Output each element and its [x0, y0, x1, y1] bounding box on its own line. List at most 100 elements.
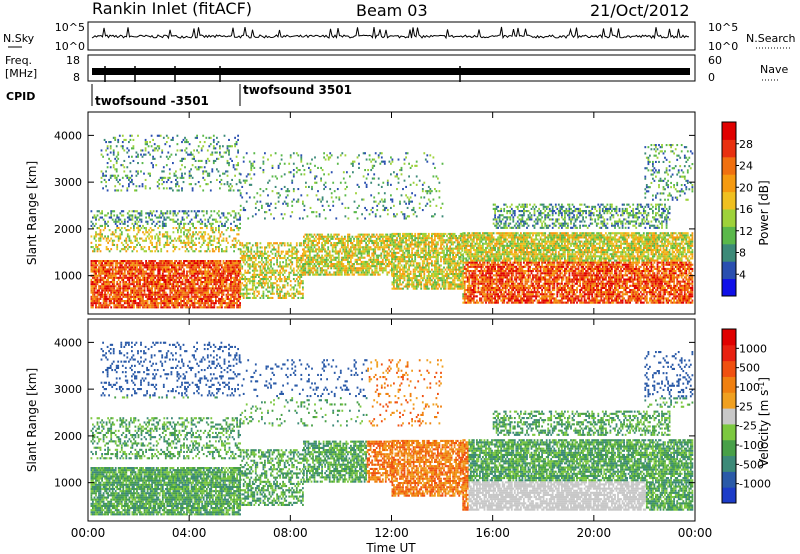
echo-cell	[148, 260, 150, 263]
echo-cell	[183, 276, 185, 279]
echo-cell	[121, 185, 124, 188]
echo-cell	[409, 272, 412, 275]
echo-cell	[210, 291, 213, 294]
echo-cell	[159, 155, 162, 158]
echo-cell	[101, 233, 103, 236]
echo-cell	[280, 288, 283, 291]
echo-cell	[119, 285, 122, 288]
echo-cell	[187, 222, 190, 225]
echo-cell	[212, 134, 215, 137]
echo-cell	[104, 289, 106, 292]
echo-cell	[114, 297, 117, 300]
echo-cell	[211, 227, 214, 230]
echo-cell	[219, 291, 222, 294]
echo-cell	[345, 246, 348, 249]
echo-cell	[140, 210, 143, 213]
echo-cell	[131, 222, 134, 225]
echo-cell	[115, 145, 118, 148]
echo-cell	[394, 253, 397, 256]
echo-cell	[196, 295, 199, 298]
echo-cell	[137, 162, 139, 165]
echo-cell	[234, 285, 237, 288]
echo-cell	[251, 282, 254, 285]
echo-cell	[210, 272, 213, 275]
echo-cell	[137, 231, 140, 234]
echo-cell	[190, 235, 193, 238]
echo-cell	[123, 138, 126, 141]
echo-cell	[354, 254, 357, 257]
echo-cell	[120, 214, 123, 217]
echo-cell	[375, 242, 378, 245]
echo-cell	[119, 266, 122, 269]
echo-cell	[319, 269, 322, 272]
echo-cell	[264, 257, 266, 260]
echo-cell	[101, 293, 103, 296]
echo-cell	[365, 246, 367, 249]
echo-cell	[151, 222, 153, 225]
echo-cell	[149, 272, 152, 275]
echo-cell	[209, 143, 212, 146]
echo-cell	[340, 239, 343, 242]
echo-cell	[181, 216, 184, 219]
echo-cell	[381, 237, 384, 240]
echo-cell	[175, 270, 178, 273]
echo-cell	[136, 243, 138, 246]
echo-cell	[396, 266, 398, 269]
echo-cell	[148, 291, 150, 294]
echo-cell	[236, 264, 238, 267]
echo-cell	[155, 266, 158, 269]
echo-cell	[295, 273, 298, 276]
echo-cell	[108, 287, 111, 290]
echo-cell	[130, 274, 132, 277]
echo-cell	[319, 271, 322, 274]
echo-cell	[161, 262, 164, 265]
echo-cell	[145, 250, 147, 253]
echo-cell	[151, 270, 153, 273]
echo-cell	[374, 252, 377, 255]
echo-cell	[237, 164, 239, 167]
echo-cell	[162, 181, 165, 184]
echo-cell	[403, 275, 406, 278]
echo-cell	[202, 176, 205, 179]
echo-cell	[216, 262, 219, 265]
echo-cell	[231, 268, 234, 271]
echo-cell	[166, 295, 169, 298]
echo-cell	[336, 242, 339, 245]
echo-cell	[384, 235, 387, 238]
echo-cell	[230, 246, 232, 249]
echo-cell	[356, 267, 358, 270]
echo-cell	[248, 278, 251, 281]
echo-cell	[218, 231, 220, 234]
echo-cell	[116, 264, 119, 267]
echo-cell	[271, 288, 274, 291]
echo-cell	[126, 304, 129, 307]
echo-cell	[193, 285, 196, 288]
echo-cell	[110, 248, 113, 251]
echo-cell	[131, 289, 134, 292]
echo-cell	[234, 289, 237, 292]
echo-cell	[161, 276, 164, 279]
echo-cell	[193, 270, 196, 273]
echo-cell	[119, 287, 122, 290]
echo-cell	[229, 187, 232, 190]
echo-cell	[334, 246, 337, 249]
echo-cell	[187, 235, 190, 238]
echo-cell	[304, 233, 307, 236]
echo-cell	[248, 259, 251, 262]
echo-cell	[294, 292, 297, 295]
echo-cell	[134, 210, 137, 213]
echo-cell	[190, 153, 192, 156]
echo-cell	[292, 267, 295, 270]
echo-cell	[173, 172, 176, 175]
echo-cell	[253, 278, 256, 281]
echo-cell	[180, 297, 182, 300]
echo-cell	[149, 276, 152, 279]
echo-cell	[158, 147, 161, 150]
echo-cell	[125, 241, 128, 244]
echo-cell	[96, 295, 99, 298]
echo-cell	[351, 265, 354, 268]
cpid-mode-2: twofsound 3501	[243, 83, 352, 97]
echo-cell	[187, 250, 190, 253]
echo-cell	[302, 273, 304, 276]
echo-cell	[211, 300, 214, 303]
